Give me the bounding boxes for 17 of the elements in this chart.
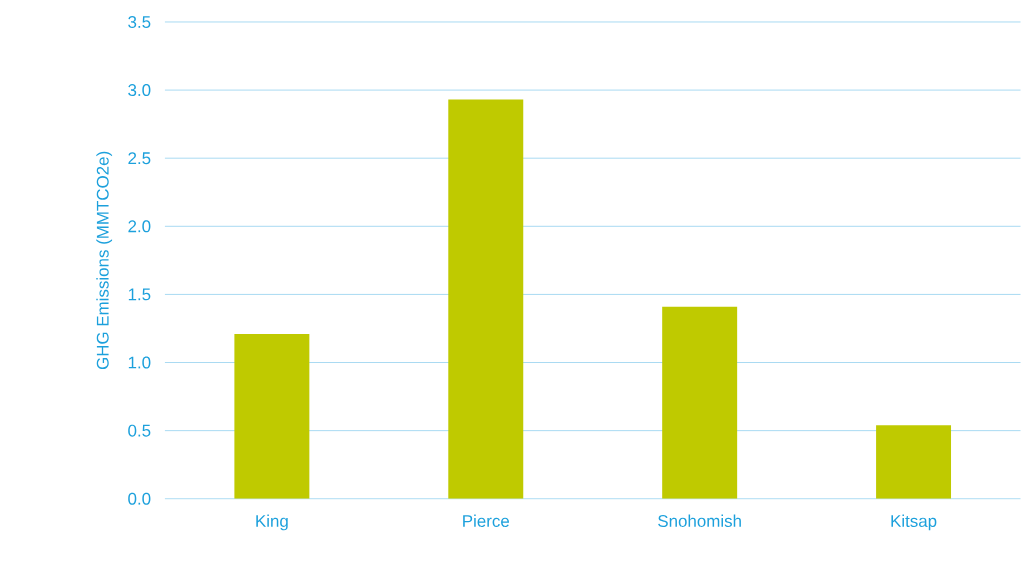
- x-tick-label: Pierce: [463, 514, 510, 528]
- bar: [662, 306, 738, 499]
- bar: [234, 334, 310, 499]
- y-tick-label: 3.0: [128, 84, 151, 97]
- y-tick-label: 2.0: [128, 220, 151, 233]
- bar: [448, 99, 524, 499]
- bar: [876, 425, 952, 499]
- x-tick-label: King: [256, 514, 288, 531]
- x-tick-label: Snohomish: [658, 514, 741, 528]
- y-tick-label: 0.5: [128, 424, 151, 437]
- y-axis-title: GHG Emissions (MMTCO2e): [96, 152, 113, 370]
- y-tick-label: 0.0: [128, 492, 151, 505]
- x-tick-label: Kitsap: [891, 514, 937, 531]
- y-tick-label: 3.5: [128, 16, 151, 29]
- y-tick-label: 1.5: [128, 288, 151, 301]
- y-tick-label: 1.0: [128, 356, 151, 369]
- y-tick-label: 2.5: [128, 152, 151, 165]
